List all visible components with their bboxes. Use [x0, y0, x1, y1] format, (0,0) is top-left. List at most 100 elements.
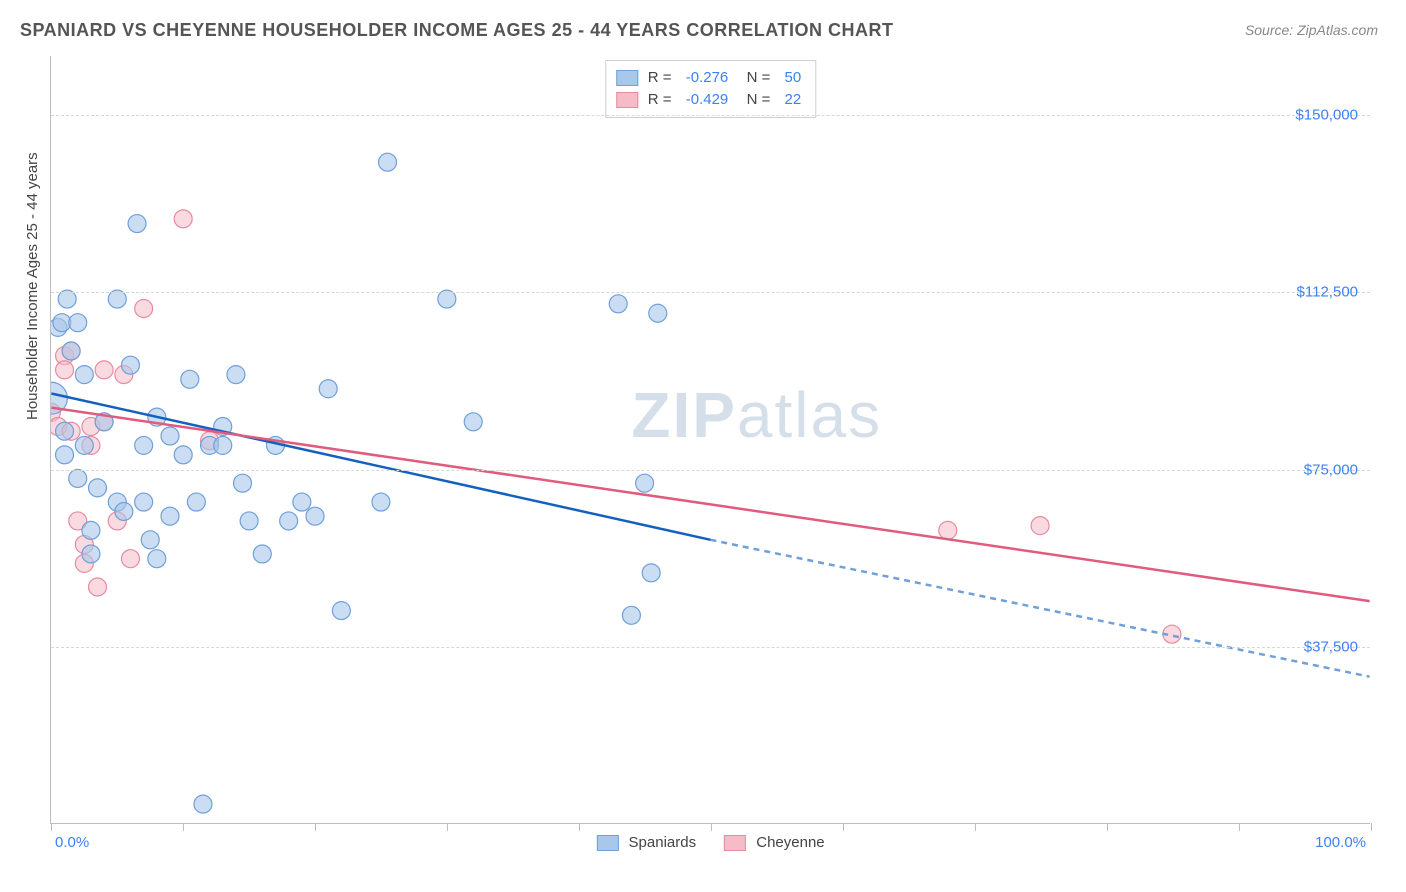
scatter-point-spaniards [319, 380, 337, 398]
scatter-point-spaniards [227, 366, 245, 384]
grid-line [51, 292, 1370, 293]
legend-row-spaniards: R = -0.276 N = 50 [616, 67, 801, 89]
x-tick [1107, 823, 1108, 831]
scatter-point-cheyenne [1163, 625, 1181, 643]
y-tick-label: $150,000 [1295, 107, 1358, 124]
scatter-point-spaniards [108, 493, 126, 511]
scatter-point-cheyenne [62, 342, 80, 360]
r-value-spaniards: -0.276 [686, 67, 729, 89]
r-value-cheyenne: -0.429 [686, 89, 729, 111]
scatter-point-cheyenne [201, 432, 219, 450]
scatter-point-spaniards [214, 418, 232, 436]
chart-title: SPANIARD VS CHEYENNE HOUSEHOLDER INCOME … [20, 20, 893, 41]
scatter-point-spaniards [464, 413, 482, 431]
scatter-point-spaniards [128, 215, 146, 233]
x-tick [579, 823, 580, 831]
swatch-spaniards-icon [616, 70, 638, 86]
scatter-point-spaniards [51, 318, 67, 336]
legend-row-cheyenne: R = -0.429 N = 22 [616, 89, 801, 111]
scatter-point-cheyenne [115, 366, 133, 384]
scatter-point-spaniards [194, 795, 212, 813]
legend-item-cheyenne: Cheyenne [724, 834, 825, 851]
scatter-point-spaniards [82, 545, 100, 563]
y-tick-label: $75,000 [1304, 461, 1358, 478]
scatter-point-spaniards [141, 531, 159, 549]
scatter-point-spaniards [214, 436, 232, 454]
scatter-point-spaniards [161, 507, 179, 525]
swatch-spaniards-icon [596, 835, 618, 851]
scatter-point-cheyenne [82, 436, 100, 454]
scatter-point-cheyenne [1031, 517, 1049, 535]
x-tick [975, 823, 976, 831]
scatter-point-spaniards [115, 502, 133, 520]
scatter-point-spaniards [148, 408, 166, 426]
scatter-point-spaniards [69, 314, 87, 332]
x-axis-max-label: 100.0% [1315, 834, 1366, 851]
scatter-point-spaniards [280, 512, 298, 530]
scatter-point-cheyenne [939, 521, 957, 539]
scatter-point-cheyenne [121, 550, 139, 568]
scatter-point-spaniards [56, 446, 74, 464]
x-tick [711, 823, 712, 831]
scatter-point-cheyenne [62, 422, 80, 440]
scatter-point-cheyenne [89, 578, 107, 596]
source-attribution: Source: ZipAtlas.com [1245, 22, 1378, 38]
scatter-point-spaniards [379, 153, 397, 171]
scatter-point-spaniards [161, 427, 179, 445]
scatter-point-spaniards [266, 436, 284, 454]
x-tick [447, 823, 448, 831]
x-axis-min-label: 0.0% [55, 834, 89, 851]
scatter-point-spaniards [51, 382, 67, 414]
scatter-point-cheyenne [69, 512, 87, 530]
scatter-point-spaniards [201, 436, 219, 454]
x-tick [51, 823, 52, 831]
scatter-point-spaniards [95, 413, 113, 431]
scatter-point-cheyenne [95, 361, 113, 379]
scatter-point-spaniards [332, 602, 350, 620]
scatter-point-spaniards [636, 474, 654, 492]
scatter-point-spaniards [82, 521, 100, 539]
scatter-point-cheyenne [75, 554, 93, 572]
trend-line [51, 393, 710, 539]
y-axis-label: Householder Income Ages 25 - 44 years [24, 152, 41, 420]
scatter-point-spaniards [609, 295, 627, 313]
grid-line [51, 647, 1370, 648]
y-tick-label: $37,500 [1304, 638, 1358, 655]
scatter-point-cheyenne [56, 347, 74, 365]
scatter-point-cheyenne [108, 512, 126, 530]
swatch-cheyenne-icon [724, 835, 746, 851]
svg-overlay [51, 56, 1370, 823]
scatter-point-cheyenne [51, 403, 60, 421]
series-legend: Spaniards Cheyenne [596, 834, 824, 851]
scatter-point-spaniards [75, 436, 93, 454]
x-tick [1371, 823, 1372, 831]
x-tick [183, 823, 184, 831]
scatter-point-spaniards [62, 342, 80, 360]
scatter-point-spaniards [148, 550, 166, 568]
chart-container: SPANIARD VS CHEYENNE HOUSEHOLDER INCOME … [0, 0, 1406, 892]
scatter-point-spaniards [253, 545, 271, 563]
watermark-text: ZIPatlas [631, 378, 882, 452]
scatter-point-spaniards [240, 512, 258, 530]
scatter-point-spaniards [372, 493, 390, 511]
correlation-legend: R = -0.276 N = 50 R = -0.429 N = 22 [605, 60, 816, 118]
scatter-point-spaniards [53, 314, 71, 332]
scatter-point-cheyenne [82, 418, 100, 436]
scatter-point-spaniards [135, 493, 153, 511]
scatter-point-spaniards [121, 356, 139, 374]
scatter-point-spaniards [187, 493, 205, 511]
scatter-point-spaniards [622, 606, 640, 624]
scatter-point-spaniards [69, 469, 87, 487]
n-value-spaniards: 50 [785, 67, 802, 89]
scatter-point-spaniards [75, 366, 93, 384]
scatter-point-cheyenne [75, 536, 93, 554]
scatter-point-cheyenne [51, 418, 67, 436]
scatter-point-spaniards [56, 422, 74, 440]
legend-item-spaniards: Spaniards [596, 834, 696, 851]
grid-line [51, 115, 1370, 116]
trend-line [711, 540, 1370, 677]
x-tick [315, 823, 316, 831]
scatter-point-spaniards [89, 479, 107, 497]
grid-line [51, 470, 1370, 471]
trend-line [51, 408, 1369, 602]
